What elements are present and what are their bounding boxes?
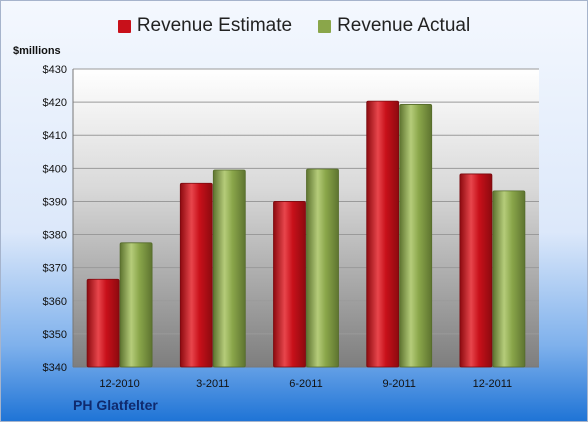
- bar-revenue-estimate: [459, 173, 493, 368]
- bar-revenue-estimate: [273, 201, 306, 368]
- company-name: PH Glatfelter: [73, 397, 158, 413]
- bar-revenue-actual: [399, 104, 433, 368]
- legend: Revenue Estimate Revenue Actual: [1, 15, 587, 37]
- bar-revenue-estimate: [179, 182, 213, 368]
- legend-label-estimate: Revenue Estimate: [136, 15, 293, 36]
- bar-revenue-estimate: [86, 278, 120, 368]
- y-tick-label: $370: [43, 263, 67, 275]
- x-tick-label: 12-2011: [473, 378, 513, 390]
- bar-revenue-actual: [492, 190, 526, 368]
- bar-revenue-actual: [306, 168, 339, 368]
- bar-revenue-estimate: [366, 100, 400, 368]
- legend-item-estimate: Revenue Estimate: [117, 15, 293, 37]
- y-tick-label: $350: [43, 329, 67, 341]
- x-tick-label: 3-2011: [196, 378, 229, 390]
- x-tick-label: 9-2011: [382, 378, 415, 390]
- y-tick-label: $420: [43, 97, 67, 109]
- legend-label-actual: Revenue Actual: [337, 15, 471, 36]
- y-tick-label: $340: [43, 362, 67, 374]
- bar-revenue-actual: [119, 242, 153, 368]
- y-axis-label: $millions: [13, 45, 61, 57]
- y-tick-label: $430: [43, 64, 67, 76]
- x-tick-label: 6-2011: [289, 378, 322, 390]
- legend-item-actual: Revenue Actual: [318, 15, 470, 37]
- y-tick-label: $400: [43, 163, 67, 175]
- y-tick-label: $390: [43, 196, 67, 208]
- x-tick-label: 12-2010: [99, 378, 139, 390]
- y-tick-label: $410: [43, 130, 67, 142]
- legend-swatch-estimate: [117, 19, 131, 33]
- legend-swatch-actual: [318, 19, 332, 33]
- bar-revenue-actual: [212, 169, 246, 368]
- y-tick-label: $360: [43, 296, 67, 308]
- y-tick-label: $380: [43, 230, 67, 242]
